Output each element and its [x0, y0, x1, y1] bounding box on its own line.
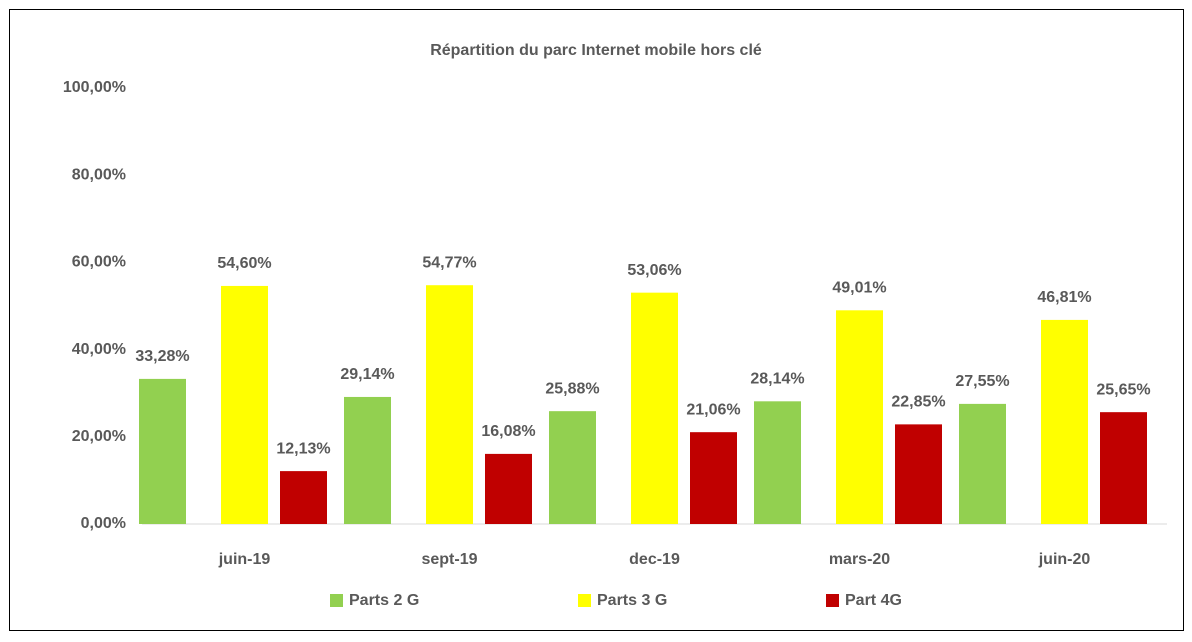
legend-swatch — [826, 594, 839, 607]
data-label: 25,88% — [545, 380, 599, 397]
data-label: 25,65% — [1096, 381, 1150, 398]
legend-label: Part 4G — [845, 592, 902, 609]
bar — [690, 432, 737, 524]
bar — [895, 424, 942, 524]
data-label: 33,28% — [135, 348, 189, 365]
x-tick-label: sept-19 — [421, 551, 477, 568]
y-tick-label: 100,00% — [63, 79, 126, 96]
data-label: 22,85% — [891, 394, 945, 411]
data-label: 28,14% — [750, 371, 804, 388]
legend-swatch — [330, 594, 343, 607]
bar — [836, 310, 883, 524]
data-label: 27,55% — [955, 373, 1009, 390]
legend-label: Parts 2 G — [349, 592, 419, 609]
bar — [1100, 412, 1147, 524]
x-tick-label: juin-19 — [218, 551, 271, 568]
data-label: 54,77% — [422, 254, 476, 271]
y-tick-label: 20,00% — [72, 428, 126, 445]
bar — [344, 396, 391, 524]
bar — [1041, 319, 1088, 524]
data-label: 29,14% — [340, 366, 394, 383]
bar — [280, 471, 327, 524]
bar — [959, 403, 1006, 524]
data-label: 16,08% — [481, 423, 535, 440]
x-tick-label: mars-20 — [829, 551, 890, 568]
data-label: 54,60% — [217, 255, 271, 272]
bar — [485, 453, 532, 524]
legend-swatch — [578, 594, 591, 607]
data-label: 49,01% — [832, 280, 886, 297]
y-tick-label: 80,00% — [72, 166, 126, 183]
bar — [221, 285, 268, 524]
bar — [139, 378, 186, 524]
bar — [754, 401, 801, 524]
data-label: 53,06% — [627, 262, 681, 279]
y-tick-label: 60,00% — [72, 254, 126, 271]
x-tick-label: juin-20 — [1038, 551, 1091, 568]
bar — [631, 292, 678, 524]
y-tick-label: 40,00% — [72, 341, 126, 358]
data-label: 21,06% — [686, 401, 740, 418]
y-tick-label: 0,00% — [81, 515, 126, 532]
x-tick-label: dec-19 — [629, 551, 680, 568]
data-label: 46,81% — [1037, 289, 1091, 306]
legend-label: Parts 3 G — [597, 592, 667, 609]
data-label: 12,13% — [276, 440, 330, 457]
chart-border — [9, 9, 1184, 631]
chart-title: Répartition du parc Internet mobile hors… — [430, 42, 762, 59]
bar — [549, 411, 596, 524]
bar — [426, 285, 473, 524]
